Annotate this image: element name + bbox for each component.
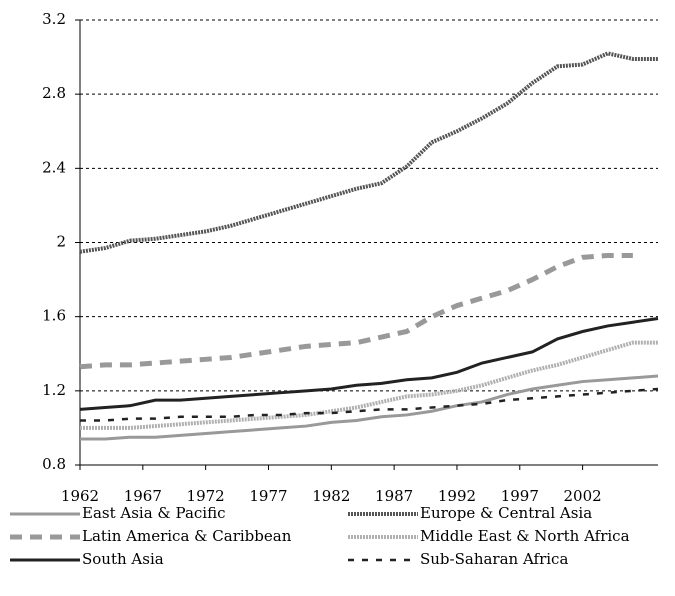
series-line	[80, 340, 658, 430]
x-tick-label: 1982	[312, 487, 350, 505]
y-tick-label: 2	[56, 233, 66, 251]
legend-label: Middle East & North Africa	[420, 527, 630, 545]
x-tick-label: 1992	[438, 487, 476, 505]
legend-label: Europe & Central Asia	[420, 504, 592, 522]
legend-label: South Asia	[82, 550, 164, 568]
legend-label: Sub-Saharan Africa	[420, 550, 568, 568]
series-line	[80, 387, 659, 422]
x-tick-label: 1962	[61, 487, 99, 505]
y-tick-label: 2.4	[42, 158, 66, 176]
x-tick-label: 2002	[564, 487, 602, 505]
series-line	[79, 317, 659, 411]
y-tick-label: 3.2	[42, 10, 66, 28]
x-tick-label: 1997	[501, 487, 539, 505]
series-line	[79, 51, 658, 254]
y-tick-label: 2.8	[42, 84, 66, 102]
series-line	[79, 252, 633, 370]
x-tick-label: 1967	[124, 487, 162, 505]
y-tick-label: 0.8	[42, 455, 66, 473]
legend-label: East Asia & Pacific	[82, 504, 226, 522]
y-tick-label: 1.2	[42, 381, 66, 399]
y-tick-label: 1.6	[42, 307, 66, 325]
x-tick-label: 1987	[375, 487, 413, 505]
series-line	[80, 374, 659, 441]
x-tick-label: 1972	[187, 487, 225, 505]
x-tick-label: 1977	[249, 487, 287, 505]
legend-label: Latin America & Caribbean	[82, 527, 292, 545]
